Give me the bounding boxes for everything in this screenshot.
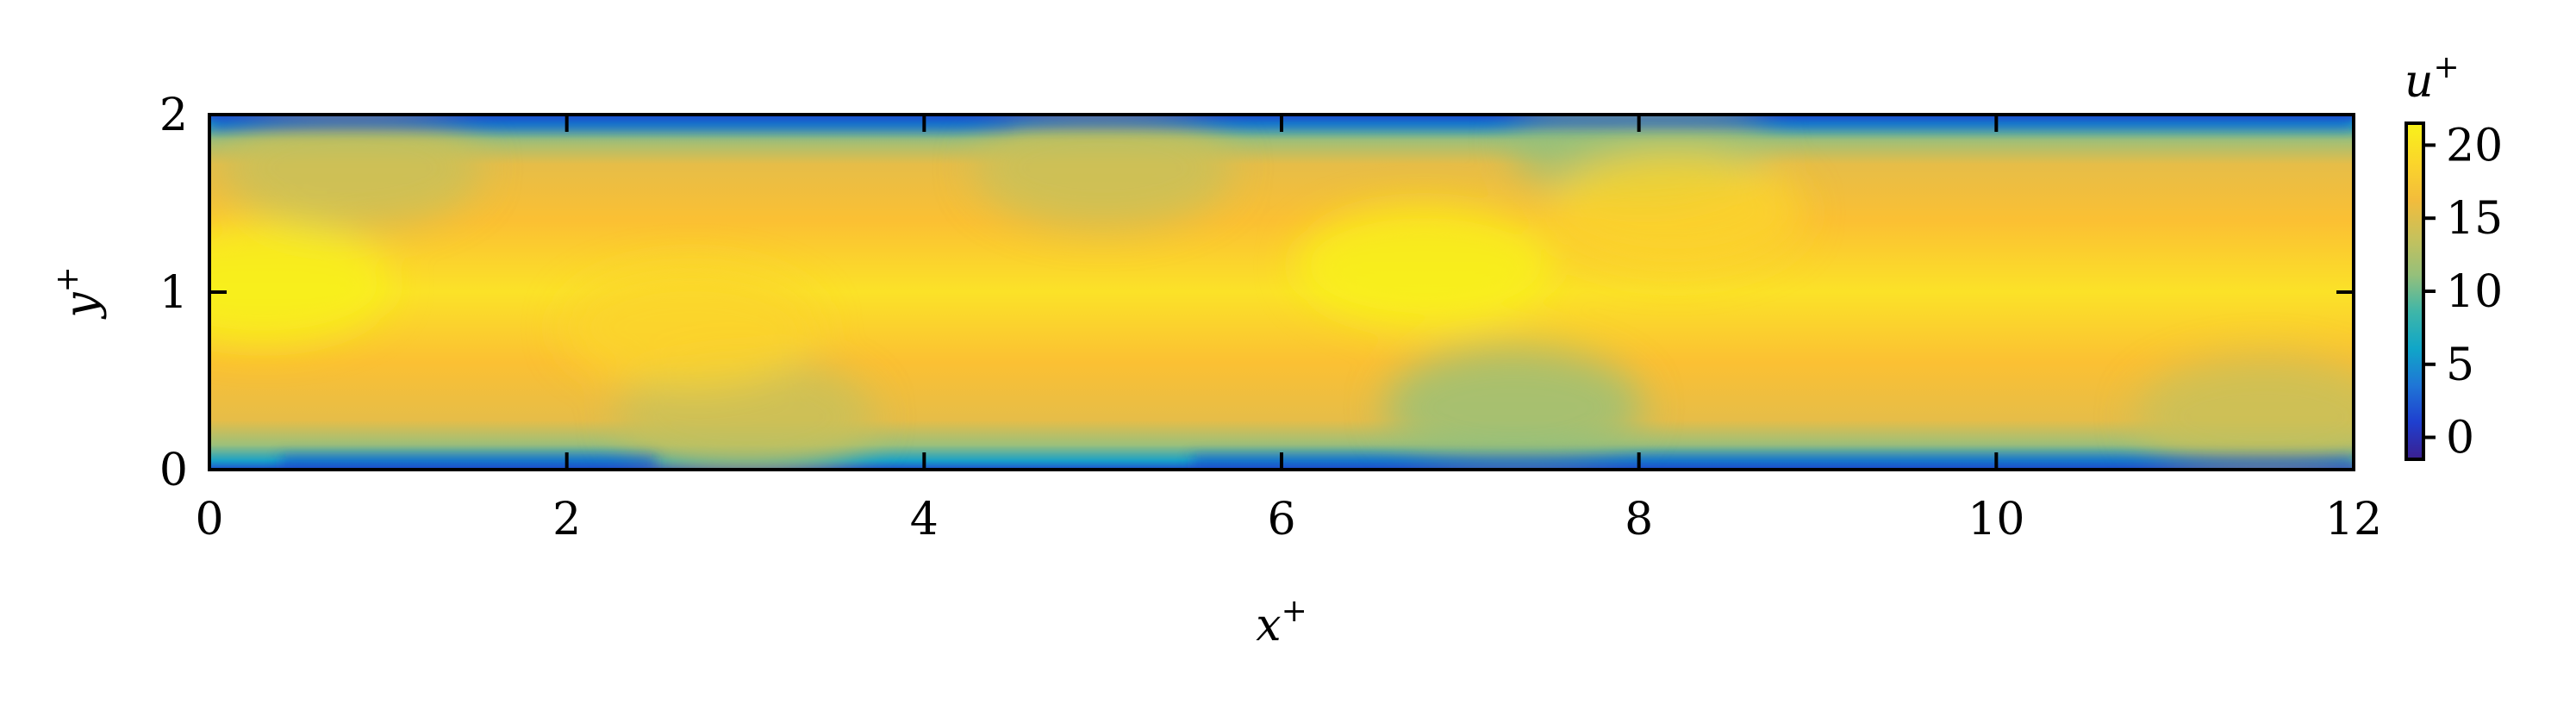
- wall-streak: [1906, 457, 2354, 470]
- y-tick-label: 2: [159, 90, 188, 141]
- field-feature: [1545, 152, 1805, 273]
- colorbar-tick-label: 5: [2446, 340, 2474, 391]
- colorbar-gradient: [2404, 121, 2425, 461]
- y-axis-label: y+: [50, 266, 108, 320]
- field-feature: [222, 115, 482, 228]
- colorbar-tick-label: 10: [2446, 266, 2503, 318]
- y-tick-label: 0: [159, 445, 188, 496]
- field-feature: [1384, 346, 1644, 468]
- wall-streak: [209, 115, 1014, 129]
- y-axis: 0 1 2: [159, 90, 2354, 496]
- field-feature: [562, 267, 821, 389]
- x-tick-label: 8: [1625, 494, 1653, 545]
- colorbar-tick-label: 15: [2446, 193, 2503, 245]
- x-tick-label: 4: [910, 494, 939, 545]
- x-tick-label: 6: [1267, 494, 1295, 545]
- y-tick-label: 1: [159, 267, 188, 319]
- field-feature: [2135, 356, 2354, 470]
- x-tick-label: 12: [2325, 494, 2382, 545]
- field-feature: [1294, 205, 1554, 327]
- x-tick-label: 10: [1968, 494, 2024, 545]
- colorbar-tick-label: 20: [2446, 120, 2503, 171]
- wall-streak: [1014, 115, 2354, 128]
- colorbar-label: u+: [2404, 50, 2460, 108]
- x-axis-label: x+: [1256, 594, 1307, 651]
- colorbar: 0 5 10 15 20 u+: [2404, 50, 2503, 464]
- wall-streak: [1192, 457, 1907, 470]
- field-feature: [973, 115, 1232, 228]
- x-tick-label: 0: [195, 494, 223, 545]
- x-tick-label: 2: [552, 494, 581, 545]
- velocity-field: [209, 115, 2354, 470]
- x-axis: 0 2 4 6 8 10 12: [195, 115, 2382, 545]
- wall-streak: [280, 457, 657, 470]
- field-feature: [209, 222, 393, 344]
- colorbar-tick-label: 0: [2446, 413, 2474, 464]
